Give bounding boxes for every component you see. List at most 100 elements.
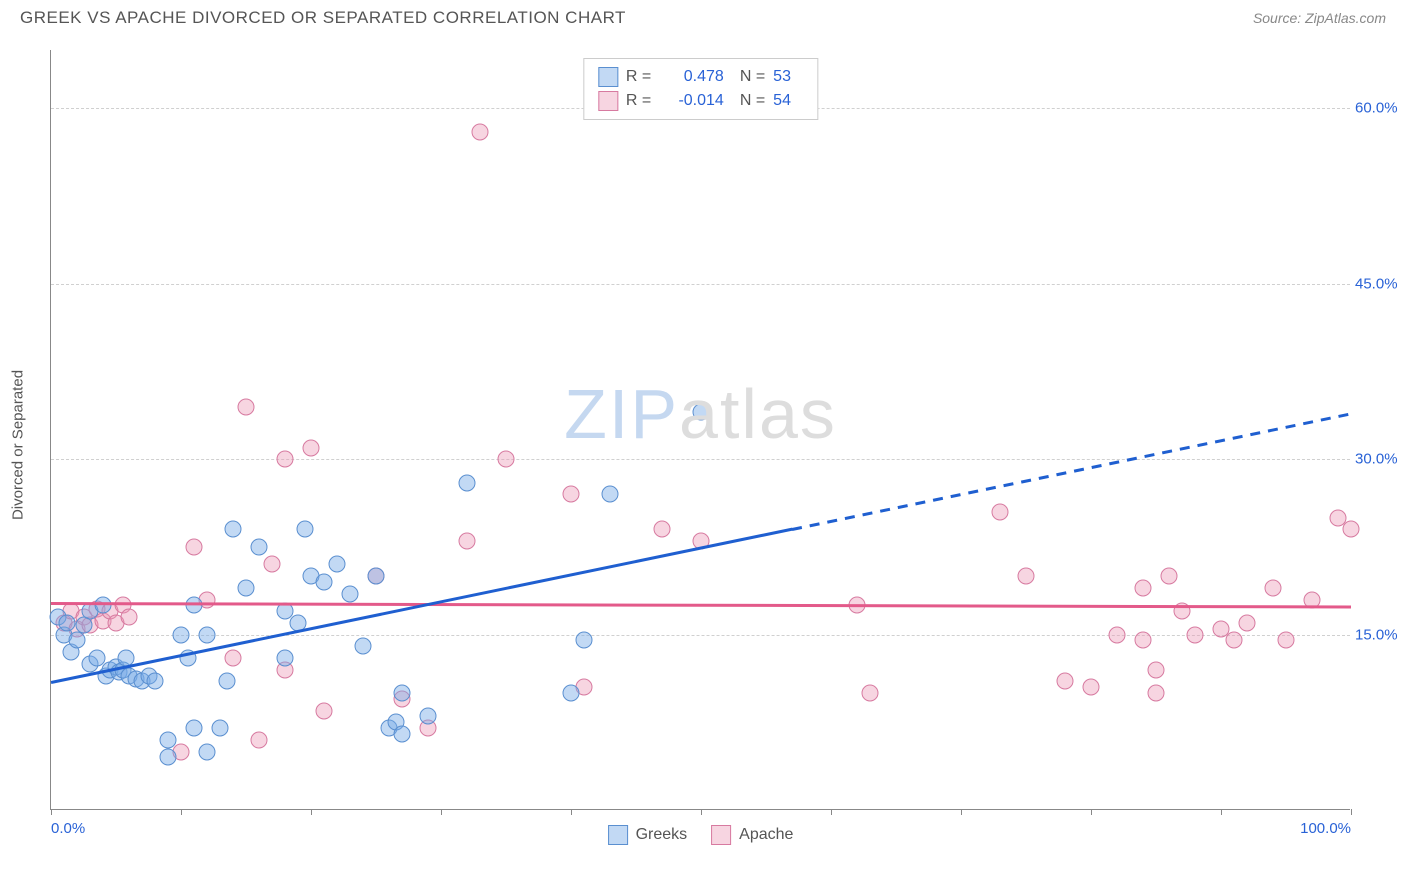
r-value-apache: -0.014 (664, 92, 724, 110)
data-point-apache (459, 533, 476, 550)
data-point-apache (1226, 632, 1243, 649)
x-tick (571, 809, 572, 815)
data-point-greeks (251, 538, 268, 555)
x-tick (701, 809, 702, 815)
data-point-greeks (576, 632, 593, 649)
data-point-apache (654, 521, 671, 538)
data-point-apache (264, 556, 281, 573)
data-point-greeks (316, 574, 333, 591)
x-tick (311, 809, 312, 815)
legend-row-apache: R = -0.014 N = 54 (598, 89, 803, 113)
data-point-greeks (368, 568, 385, 585)
data-point-greeks (186, 597, 203, 614)
n-label: N = (740, 68, 765, 86)
y-tick-label: 15.0% (1355, 626, 1406, 643)
data-point-greeks (225, 521, 242, 538)
x-tick-label: 0.0% (51, 820, 85, 837)
data-point-apache (1057, 673, 1074, 690)
data-point-apache (1083, 679, 1100, 696)
x-tick (1091, 809, 1092, 815)
n-label: N = (740, 92, 765, 110)
data-point-apache (186, 538, 203, 555)
data-point-apache (1265, 579, 1282, 596)
data-point-greeks (199, 626, 216, 643)
data-point-greeks (459, 474, 476, 491)
y-tick-label: 45.0% (1355, 275, 1406, 292)
data-point-apache (1135, 579, 1152, 596)
data-point-apache (498, 451, 515, 468)
gridline-h (51, 459, 1350, 460)
data-point-apache (1161, 568, 1178, 585)
legend-label-greeks: Greeks (636, 826, 688, 844)
n-value-apache: 54 (773, 92, 803, 110)
data-point-greeks (147, 673, 164, 690)
data-point-greeks (160, 731, 177, 748)
x-tick (1221, 809, 1222, 815)
data-point-greeks (95, 597, 112, 614)
data-point-apache (238, 398, 255, 415)
swatch-apache-icon (711, 825, 731, 845)
trend-line-apache (51, 602, 1351, 608)
r-label: R = (626, 92, 656, 110)
data-point-apache (121, 609, 138, 626)
data-point-apache (992, 503, 1009, 520)
swatch-apache-icon (598, 91, 618, 111)
data-point-apache (316, 702, 333, 719)
x-tick (1351, 809, 1352, 815)
data-point-greeks (329, 556, 346, 573)
x-tick (961, 809, 962, 815)
data-point-apache (1109, 626, 1126, 643)
gridline-h (51, 635, 1350, 636)
source-label: Source: ZipAtlas.com (1253, 10, 1386, 26)
data-point-apache (472, 123, 489, 140)
data-point-greeks (277, 650, 294, 667)
data-point-greeks (355, 638, 372, 655)
data-point-greeks (238, 579, 255, 596)
data-point-greeks (602, 486, 619, 503)
swatch-greeks-icon (598, 67, 618, 87)
data-point-greeks (160, 749, 177, 766)
data-point-apache (277, 451, 294, 468)
data-point-apache (1239, 614, 1256, 631)
data-point-apache (303, 439, 320, 456)
r-value-greeks: 0.478 (664, 68, 724, 86)
legend-row-greeks: R = 0.478 N = 53 (598, 65, 803, 89)
y-tick-label: 60.0% (1355, 100, 1406, 117)
data-point-greeks (173, 626, 190, 643)
data-point-apache (225, 650, 242, 667)
data-point-apache (1148, 685, 1165, 702)
data-point-greeks (186, 720, 203, 737)
legend-label-apache: Apache (739, 826, 793, 844)
legend-item-apache: Apache (711, 825, 793, 845)
data-point-apache (251, 731, 268, 748)
data-point-apache (563, 486, 580, 503)
data-point-greeks (693, 404, 710, 421)
legend-correlation: R = 0.478 N = 53 R = -0.014 N = 54 (583, 58, 818, 120)
data-point-greeks (394, 685, 411, 702)
data-point-apache (1278, 632, 1295, 649)
data-point-greeks (58, 614, 75, 631)
x-tick (181, 809, 182, 815)
swatch-greeks-icon (608, 825, 628, 845)
x-tick (831, 809, 832, 815)
data-point-greeks (420, 708, 437, 725)
gridline-h (51, 284, 1350, 285)
data-point-apache (862, 685, 879, 702)
data-point-greeks (563, 685, 580, 702)
data-point-greeks (342, 585, 359, 602)
y-axis-label: Divorced or Separated (10, 370, 27, 520)
x-tick-label: 100.0% (1300, 820, 1351, 837)
legend-series: Greeks Apache (608, 825, 794, 845)
chart-title: GREEK VS APACHE DIVORCED OR SEPARATED CO… (20, 8, 626, 28)
data-point-greeks (212, 720, 229, 737)
data-point-greeks (296, 521, 313, 538)
data-point-greeks (394, 726, 411, 743)
data-point-apache (1343, 521, 1360, 538)
trend-line-greeks-dashed (792, 412, 1351, 530)
data-point-apache (1148, 661, 1165, 678)
watermark-zip: ZIP (564, 375, 679, 453)
data-point-apache (1135, 632, 1152, 649)
data-point-apache (1018, 568, 1035, 585)
legend-item-greeks: Greeks (608, 825, 688, 845)
y-tick-label: 30.0% (1355, 451, 1406, 468)
